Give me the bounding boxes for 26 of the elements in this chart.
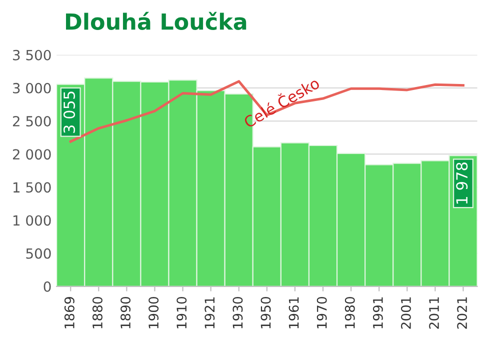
x-tick-label: 1980 xyxy=(344,297,355,328)
data-label: 3 055 xyxy=(63,92,76,133)
y-tick-label: 1 000 xyxy=(13,215,51,226)
x-tick-label: 2001 xyxy=(400,297,411,329)
y-tick-label: 3 500 xyxy=(13,50,51,60)
x-tick-label: 1930 xyxy=(232,297,243,328)
x-tick-label: 1921 xyxy=(204,297,215,328)
x-tick-label: 2011 xyxy=(429,297,439,329)
y-tick-label: 500 xyxy=(26,248,51,259)
x-tick-label: 1991 xyxy=(372,297,383,328)
y-tick-label: 1 500 xyxy=(13,182,51,193)
chart-title: Dlouhá Loučka xyxy=(66,12,246,30)
y-tick-label: 3 000 xyxy=(13,82,51,94)
y-tick-label: 2 000 xyxy=(12,149,51,160)
x-tick-label: 1869 xyxy=(64,297,74,328)
x-tick-label: 1950 xyxy=(260,297,271,328)
x-tick-label: 1880 xyxy=(92,297,102,328)
x-tick-label: 1970 xyxy=(316,297,327,328)
x-tick-label: 1890 xyxy=(120,297,131,328)
x-tick-label: 1900 xyxy=(148,297,159,328)
x-tick-label: 2021 xyxy=(457,297,468,329)
y-tick-label: 0 xyxy=(44,281,51,292)
x-tick-label: 1961 xyxy=(288,297,299,328)
x-tick-label: 1910 xyxy=(176,297,187,328)
data-label: 1 978 xyxy=(456,162,468,204)
y-tick-label: 2 500 xyxy=(12,116,51,127)
